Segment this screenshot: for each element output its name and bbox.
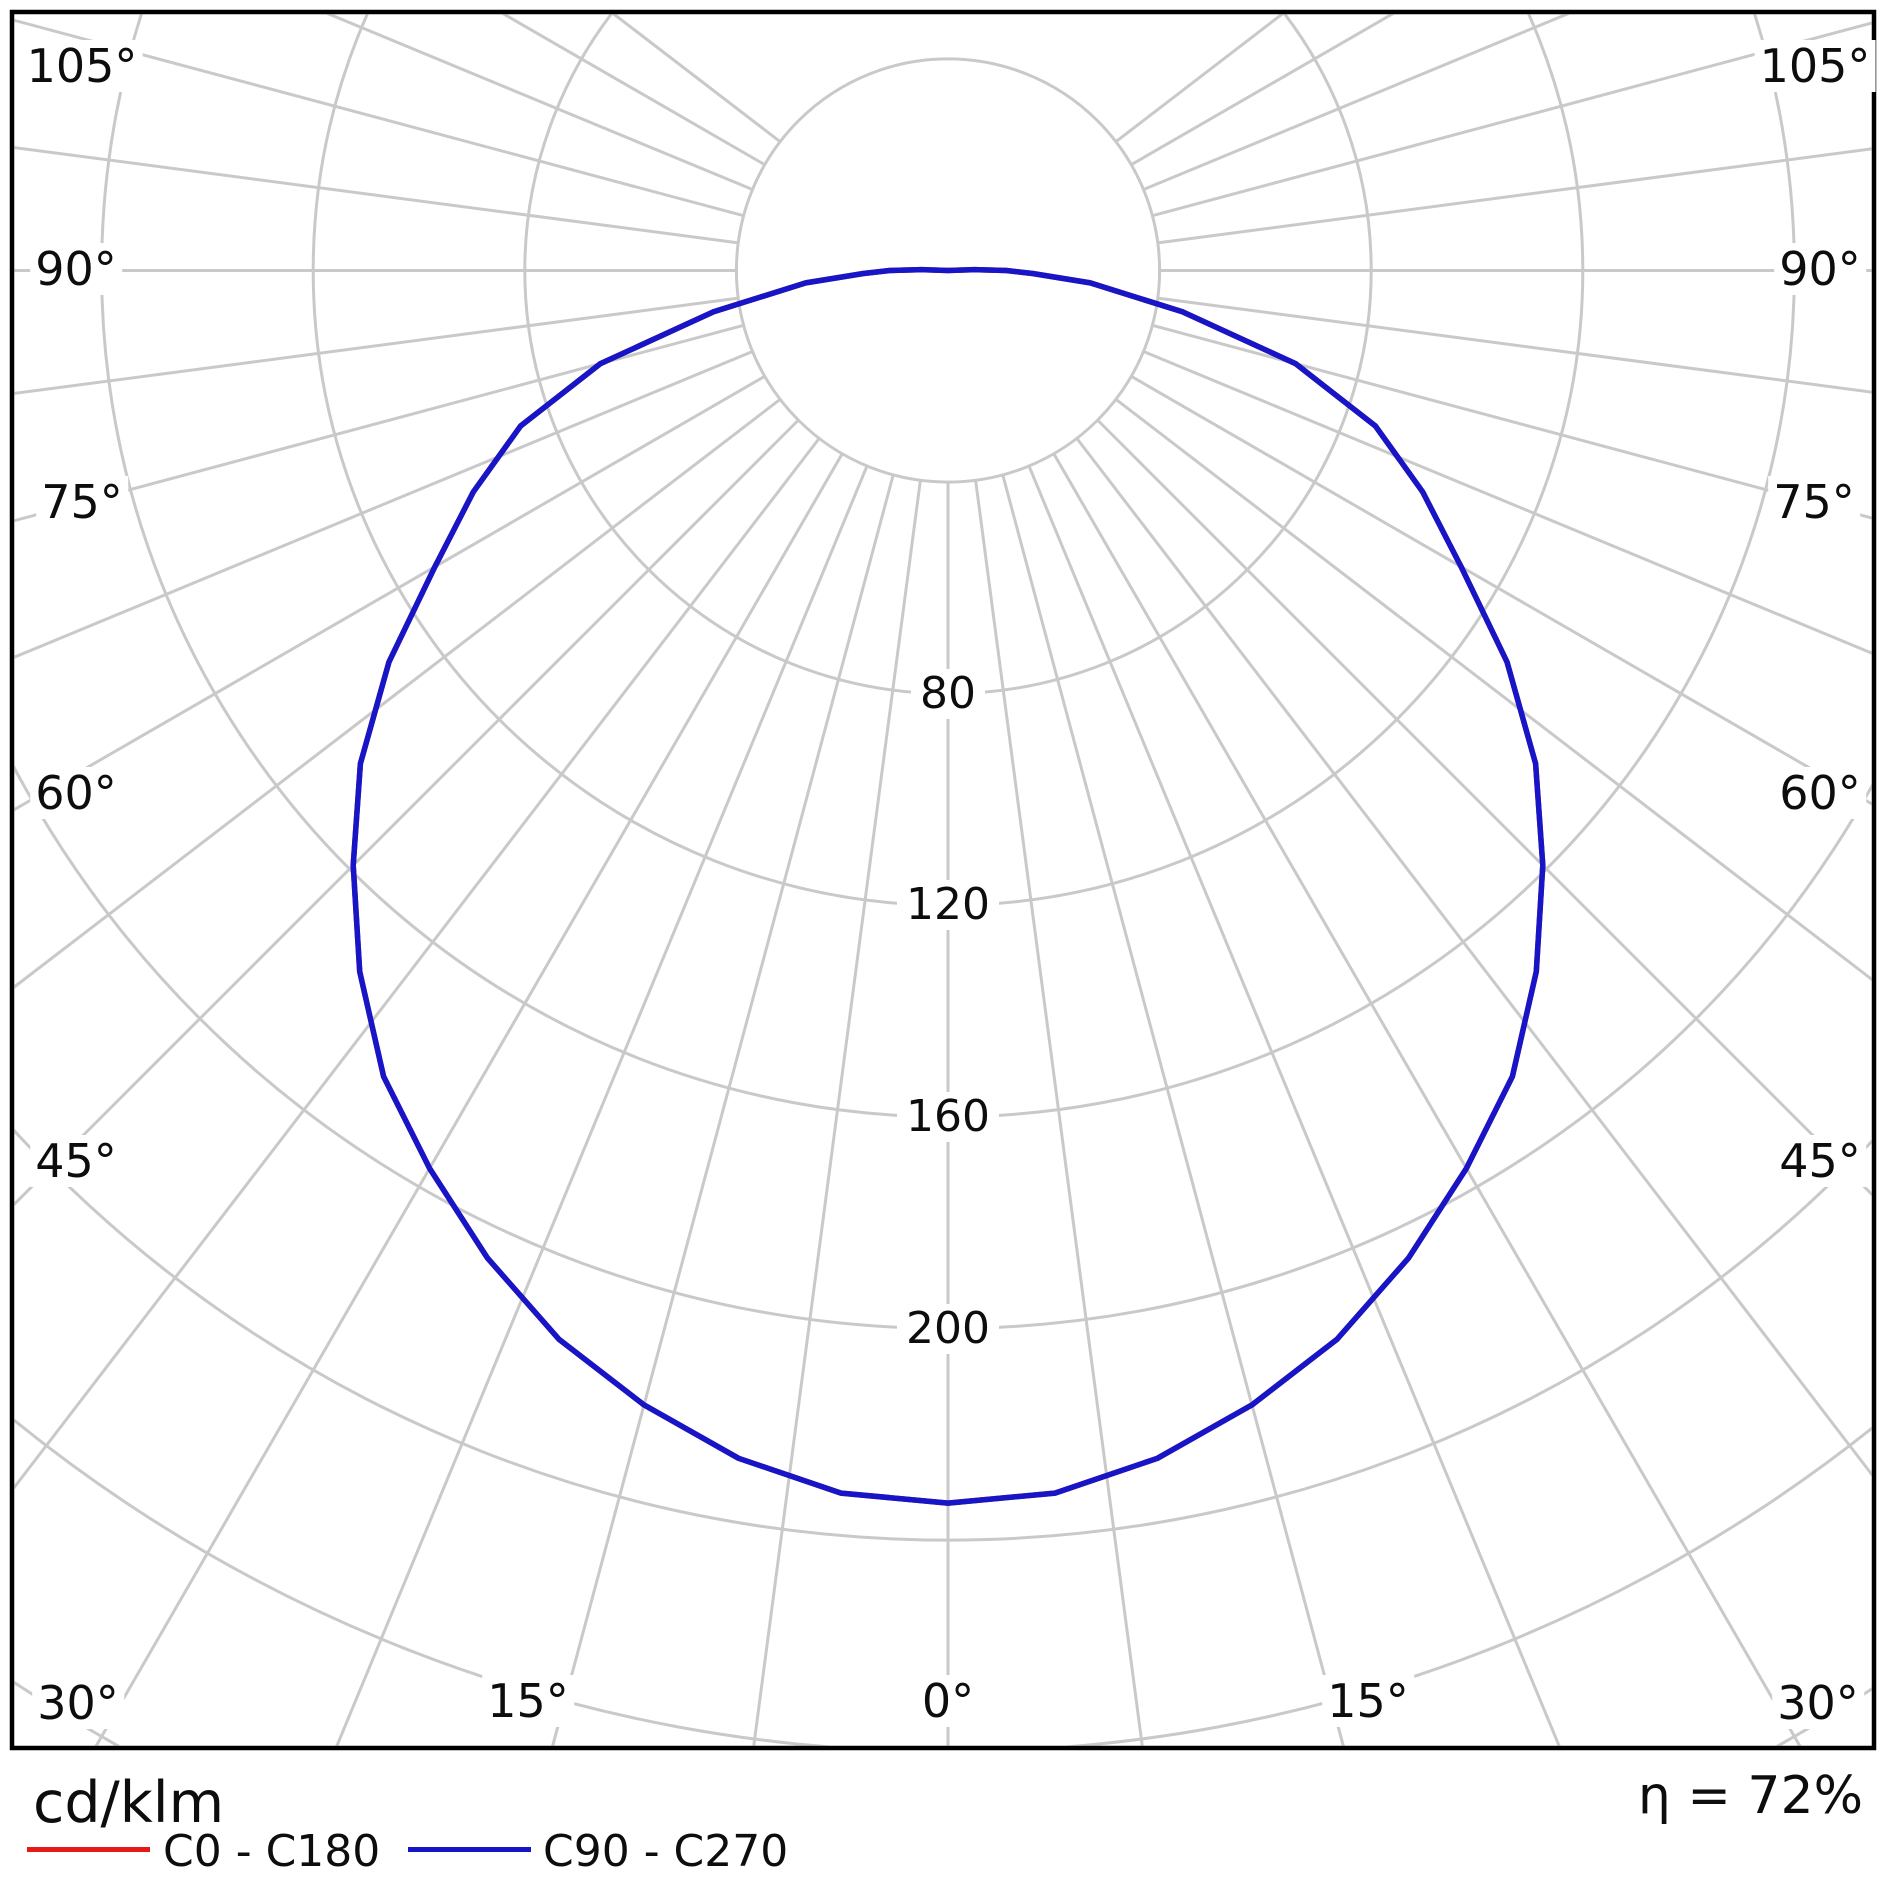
legend-label-c90-c270: C90 - C270	[543, 1826, 789, 1877]
angle-tick-label: 45°	[30, 1135, 122, 1187]
angle-tick-label: 45°	[1774, 1135, 1866, 1187]
angle-tick-label: 60°	[1774, 767, 1866, 819]
angle-tick-label: 105°	[1754, 40, 1876, 92]
radial-tick-label: 80	[911, 668, 985, 719]
efficiency-value: η = 72%	[1637, 1766, 1863, 1826]
angle-tick-label: 90°	[1774, 243, 1866, 295]
radial-tick-label: 120	[897, 880, 999, 931]
radial-tick-label: 200	[897, 1303, 999, 1354]
angle-tick-label: 105°	[21, 40, 143, 92]
radial-tick-label: 160	[897, 1091, 999, 1142]
angle-tick-label: 90°	[30, 243, 122, 295]
angle-tick-label: 75°	[1768, 476, 1860, 528]
angle-tick-label: 30°	[32, 1677, 124, 1729]
angle-tick-label: 75°	[36, 476, 128, 528]
legend-line-c0-c180	[27, 1847, 150, 1852]
angle-tick-label: 15°	[1322, 1675, 1414, 1727]
angle-tick-label: 0°	[916, 1675, 980, 1727]
angle-tick-label: 15°	[482, 1675, 574, 1727]
legend-line-c90-c270	[408, 1847, 531, 1852]
angle-tick-label: 60°	[30, 767, 122, 819]
angle-tick-label: 30°	[1772, 1677, 1864, 1729]
unit-label: cd/klm	[33, 1770, 225, 1836]
legend-label-c0-c180: C0 - C180	[163, 1826, 381, 1877]
